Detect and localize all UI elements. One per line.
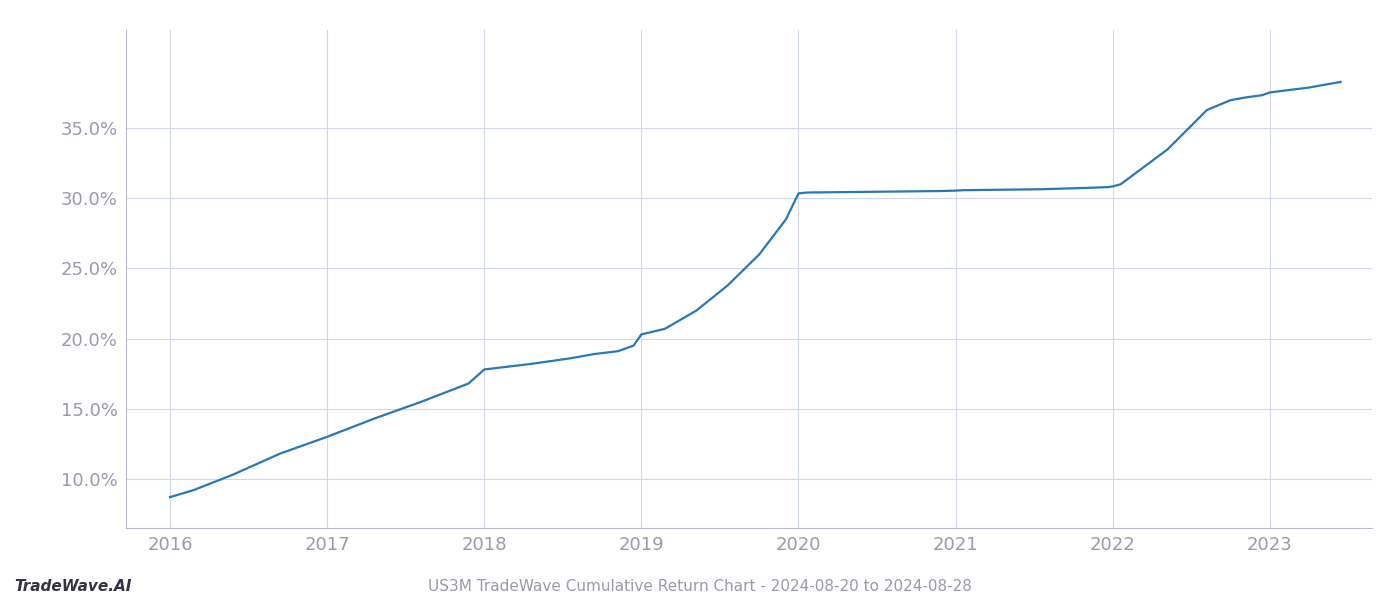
Text: TradeWave.AI: TradeWave.AI: [14, 579, 132, 594]
Text: US3M TradeWave Cumulative Return Chart - 2024-08-20 to 2024-08-28: US3M TradeWave Cumulative Return Chart -…: [428, 579, 972, 594]
